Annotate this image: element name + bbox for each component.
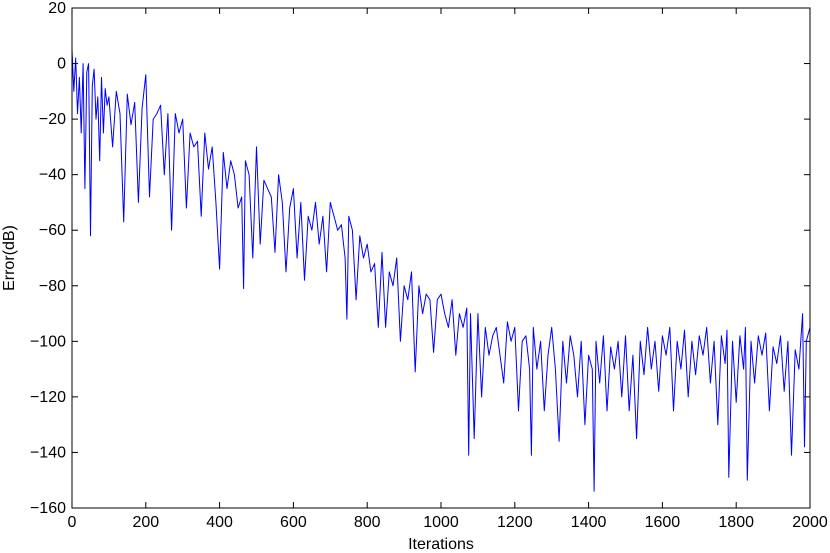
y-axis-tick-labels: 20 0 −20 −40 −60 −80 −100 −120 −140 −160 (30, 0, 66, 517)
series-layer (71, 49, 811, 492)
x-tick-label: 800 (354, 514, 381, 531)
y-tick-label: −140 (30, 444, 66, 461)
y-tick-label: 20 (48, 0, 66, 17)
y-tick-label: −80 (39, 278, 66, 295)
plot-frame (71, 7, 811, 509)
x-tick-label: 200 (132, 514, 159, 531)
y-tick-label: −100 (30, 333, 66, 350)
y-tick-label: −20 (39, 111, 66, 128)
error-series-line (71, 49, 811, 492)
y-tick-label: 0 (57, 56, 66, 73)
y-axis-label: Error(dB) (1, 225, 18, 291)
x-tick-label: 1800 (718, 514, 754, 531)
x-tick-label: 2000 (792, 514, 828, 531)
x-axis-label: Iterations (408, 536, 474, 553)
x-axis-tick-labels: 0 200 400 600 800 1000 1200 1400 1600 1800 2000 (68, 514, 828, 531)
y-axis-ticks (72, 7, 810, 509)
x-tick-label: 0 (68, 514, 77, 531)
y-tick-label: −40 (39, 167, 66, 184)
x-tick-label: 1000 (423, 514, 459, 531)
y-tick-label: −160 (30, 500, 66, 517)
y-tick-label: −60 (39, 222, 66, 239)
x-tick-label: 1600 (645, 514, 681, 531)
x-tick-label: 400 (206, 514, 233, 531)
x-tick-label: 1200 (497, 514, 533, 531)
x-tick-label: 1400 (571, 514, 607, 531)
x-axis-ticks (71, 8, 811, 508)
y-tick-label: −120 (30, 389, 66, 406)
x-tick-label: 600 (280, 514, 307, 531)
